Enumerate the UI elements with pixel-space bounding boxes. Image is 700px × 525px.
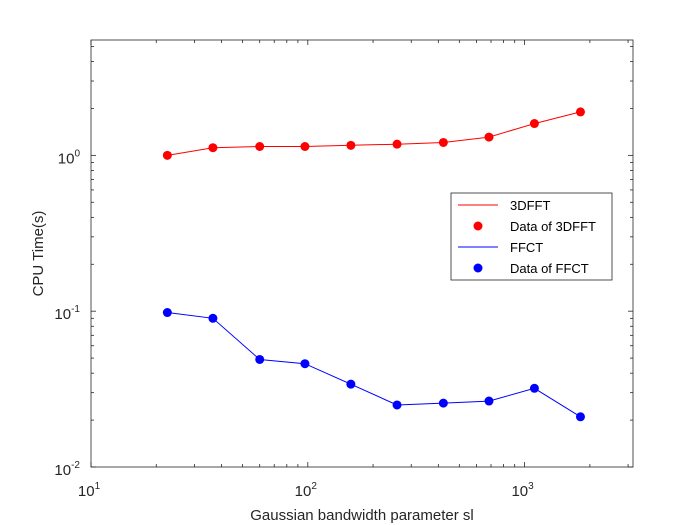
legend-swatch-ffct-marker <box>473 263 483 273</box>
legend-label-3dfft: 3DFFT <box>510 198 551 213</box>
y-axis-label: CPU Time(s) <box>30 211 47 297</box>
y-tick-label: 10-2 <box>54 460 80 479</box>
data-point-3dfft <box>208 143 218 153</box>
legend-label-data-of-ffct: Data of FFCT <box>510 261 589 276</box>
legend-label-data-of-3dfft: Data of 3DFFT <box>510 219 596 234</box>
series-line-ffct <box>167 312 581 418</box>
data-point-ffct <box>392 400 402 410</box>
data-point-ffct <box>484 396 494 406</box>
data-point-ffct <box>300 359 310 369</box>
data-point-3dfft <box>484 132 494 142</box>
data-point-ffct <box>255 354 265 364</box>
data-point-ffct <box>208 313 218 323</box>
data-point-3dfft <box>346 140 356 150</box>
data-point-3dfft <box>529 119 539 129</box>
series-layer <box>162 107 585 422</box>
legend: 3DFFT Data of 3DFFT FFCT Data of FFCT <box>450 192 613 281</box>
legend-label-ffct: FFCT <box>510 240 543 255</box>
x-axis-label: Gaussian bandwidth parameter sl <box>250 507 473 524</box>
tick-marks <box>90 40 633 468</box>
data-point-ffct <box>529 383 539 393</box>
series-line-3dfft <box>167 111 581 156</box>
data-point-3dfft <box>438 137 448 147</box>
legend-swatch-3dfft-marker <box>473 221 483 231</box>
y-tick-label: 10-1 <box>54 304 80 323</box>
data-point-3dfft <box>300 141 310 151</box>
data-point-ffct <box>162 308 172 318</box>
data-point-ffct <box>438 398 448 408</box>
data-point-3dfft <box>575 107 585 117</box>
data-point-ffct <box>346 379 356 389</box>
data-point-3dfft <box>392 139 402 149</box>
data-point-3dfft <box>162 150 172 160</box>
y-tick-label: 100 <box>58 148 81 167</box>
data-point-3dfft <box>255 141 265 151</box>
data-point-ffct <box>575 412 585 422</box>
